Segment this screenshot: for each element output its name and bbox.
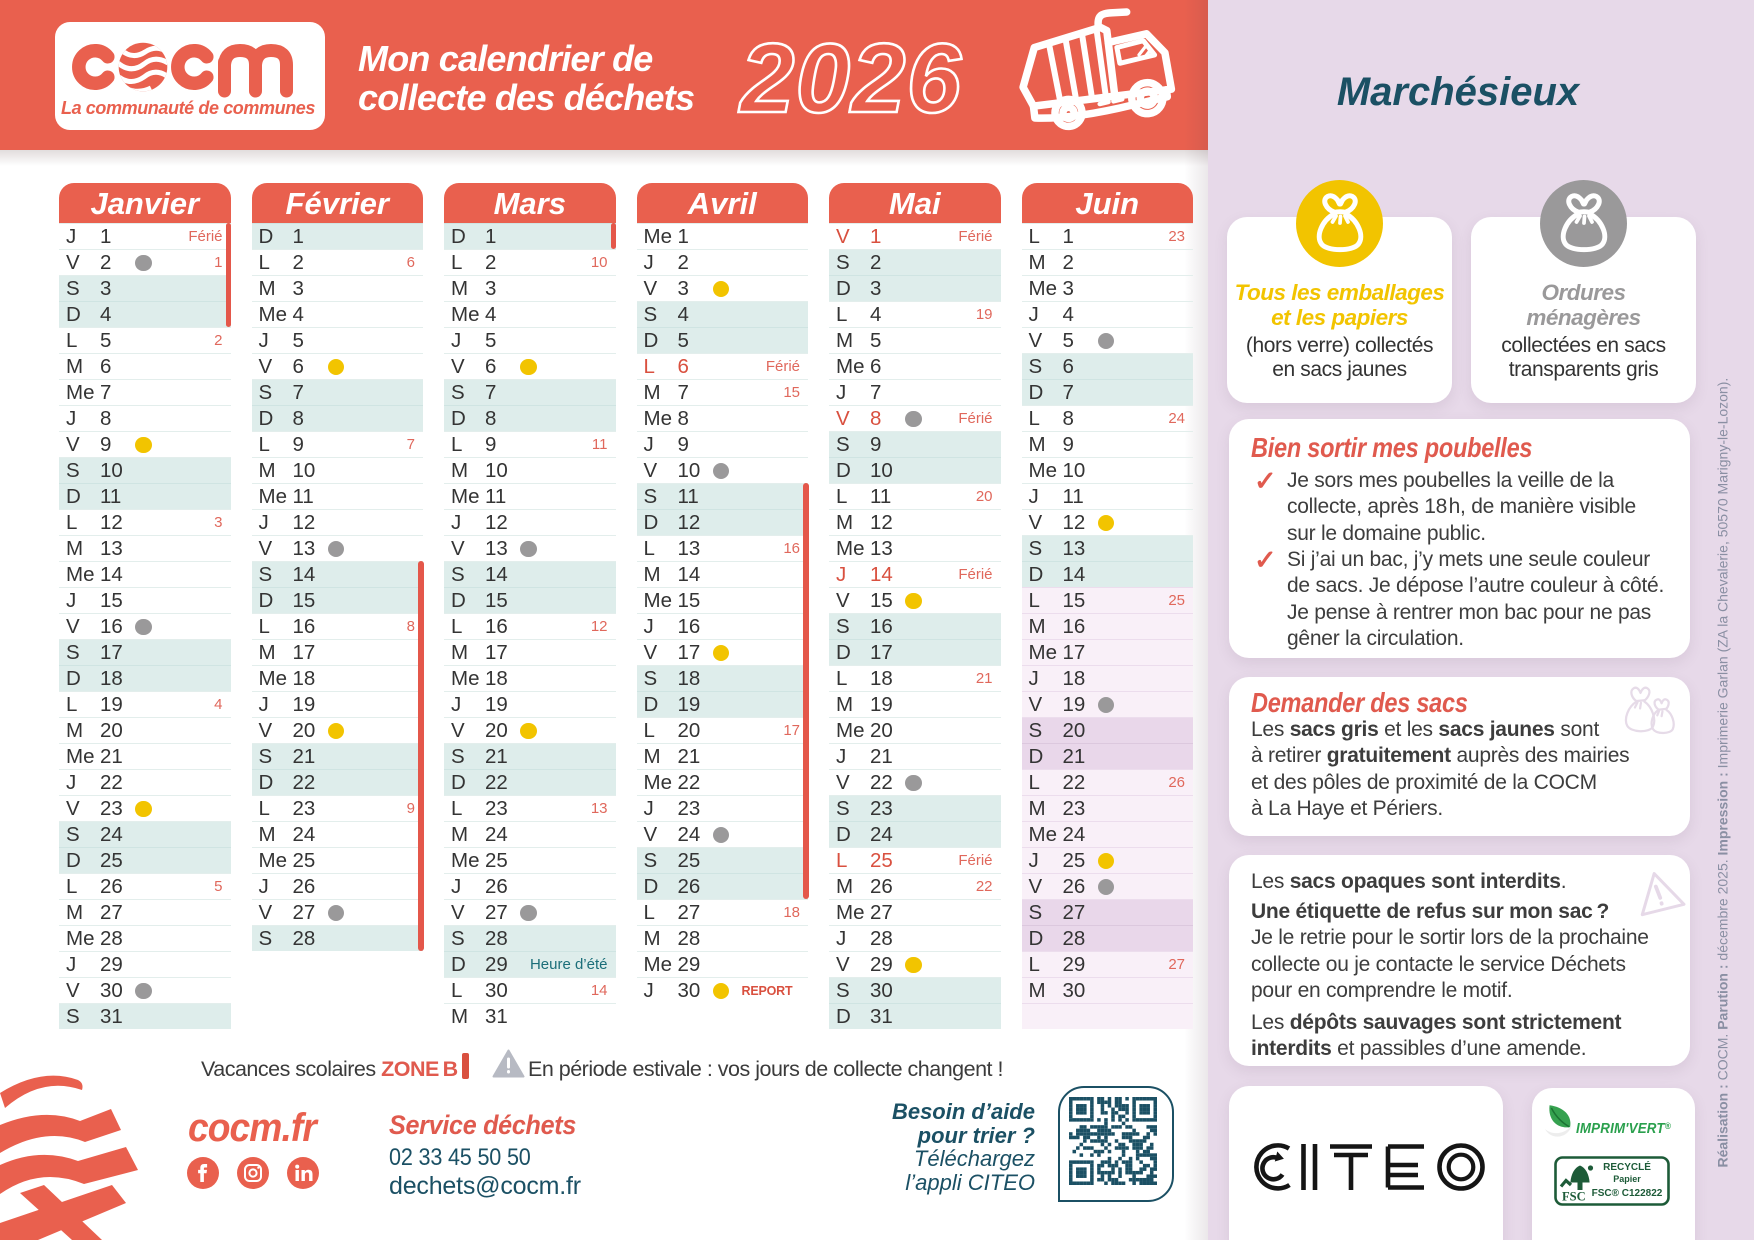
svg-text:FSC: FSC [1562,1190,1586,1204]
svg-text:2026: 2026 [738,23,963,130]
svg-text:FSC® C122822: FSC® C122822 [1592,1188,1663,1199]
svg-text:RECYCLÉ: RECYCLÉ [1603,1160,1651,1173]
svg-text:Papier: Papier [1613,1174,1641,1184]
